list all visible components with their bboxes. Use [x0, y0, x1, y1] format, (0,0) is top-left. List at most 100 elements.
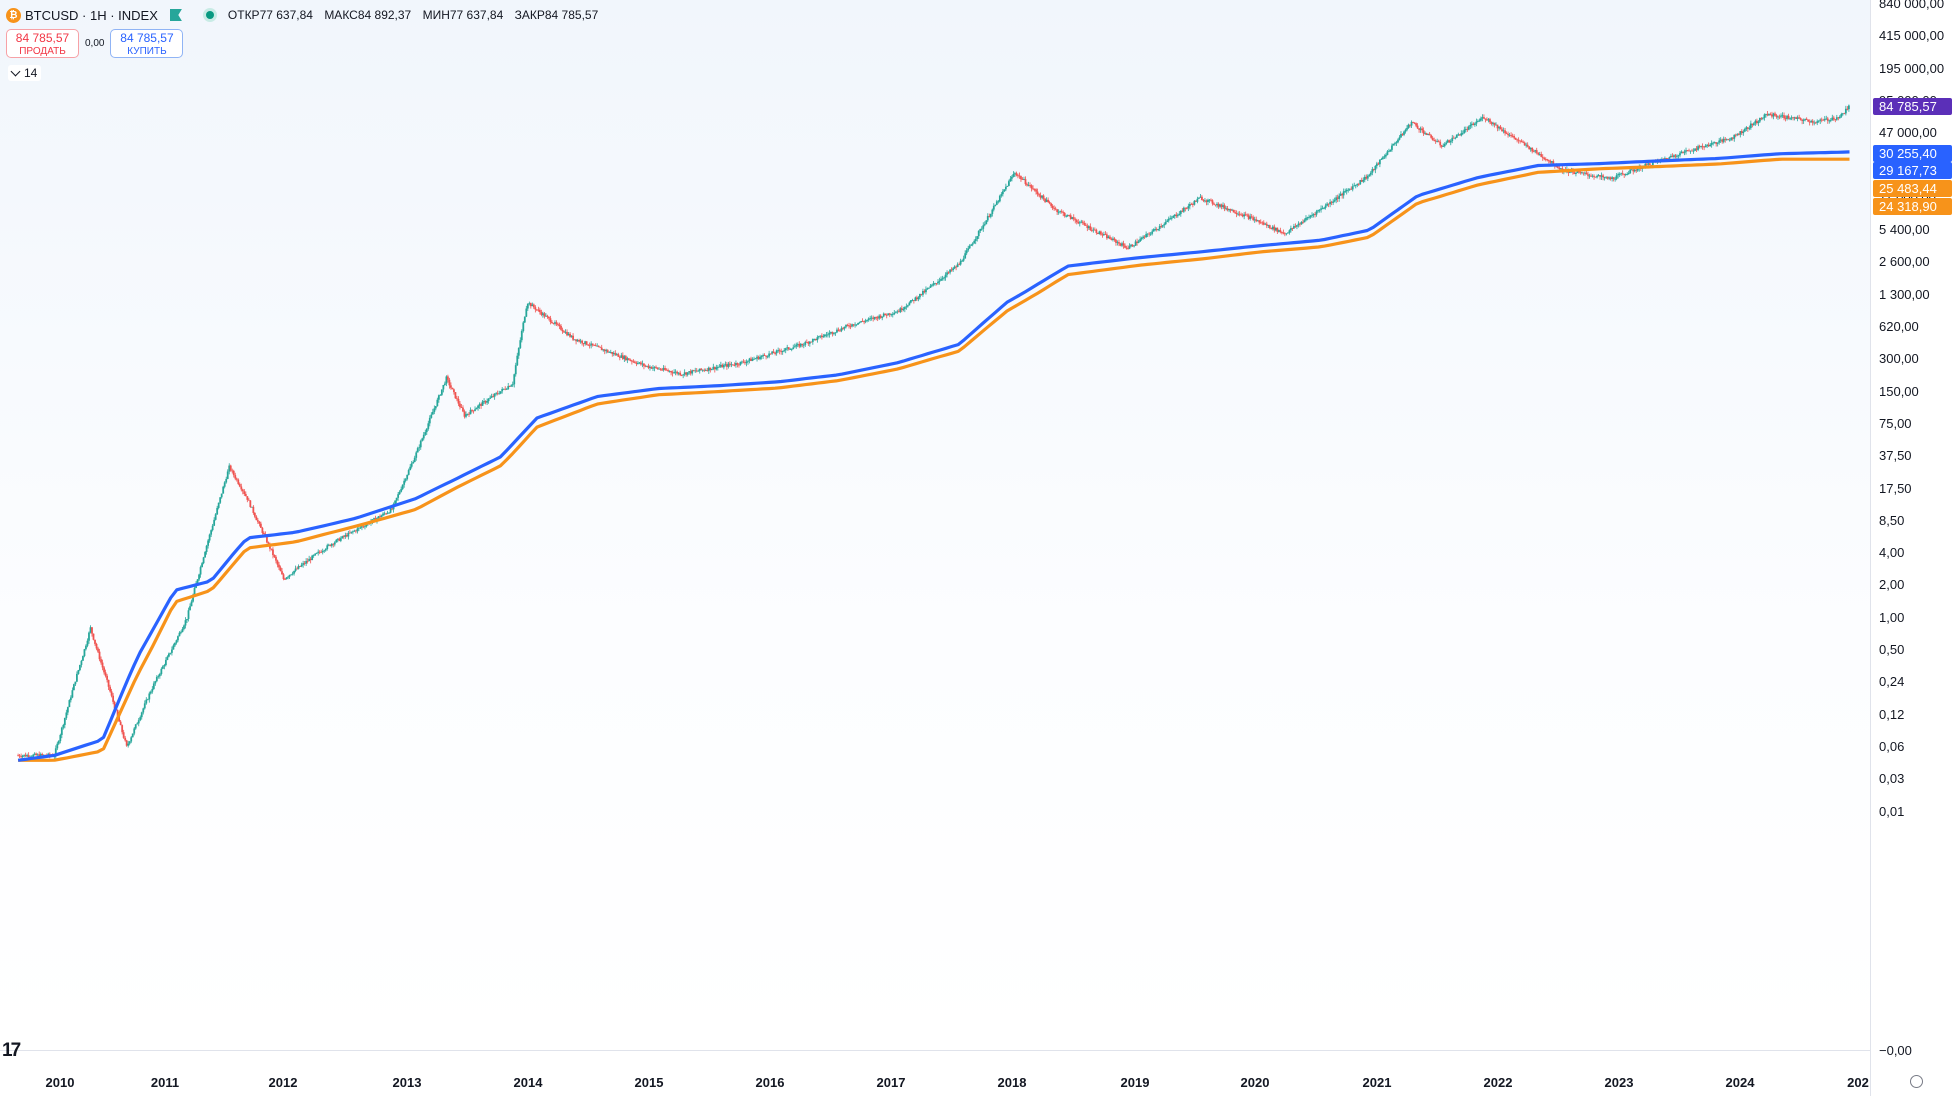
candle-body: [1375, 163, 1378, 166]
candle-body: [1205, 200, 1208, 202]
candle-body: [1199, 196, 1202, 198]
candle-body: [1834, 119, 1837, 121]
candle-body: [1350, 188, 1353, 190]
candle-body: [596, 345, 599, 347]
candle-body: [1014, 173, 1016, 175]
candle-body: [166, 656, 169, 660]
buy-button[interactable]: 84 785,57 КУПИТЬ: [110, 29, 184, 58]
indicator-toggle[interactable]: 14: [8, 65, 42, 81]
candle-body: [1498, 126, 1500, 129]
candle-body: [175, 640, 178, 643]
candle-body: [926, 288, 929, 290]
candle-body: [1173, 214, 1176, 216]
candle-body: [587, 344, 590, 346]
candle-body: [1493, 122, 1496, 125]
candle-body: [713, 366, 716, 370]
candle-body: [1606, 176, 1609, 179]
candle-body: [811, 339, 814, 342]
candle-body: [879, 315, 882, 318]
candle-body: [1559, 168, 1562, 170]
candle-body: [189, 606, 191, 611]
candle-body: [110, 691, 113, 696]
candle-body: [808, 341, 811, 344]
candle-body: [1069, 215, 1072, 219]
candle-body: [575, 339, 577, 342]
candle-body: [181, 628, 184, 633]
candle-body: [294, 568, 297, 571]
candle-body: [1265, 223, 1268, 226]
candle-body: [1415, 123, 1417, 126]
price-tag[interactable]: 30 255,40: [1873, 145, 1952, 162]
candle-body: [555, 322, 558, 325]
candle-body: [1274, 227, 1277, 231]
candle-body: [318, 551, 321, 553]
candle-body: [632, 361, 635, 363]
candle-body: [624, 356, 627, 361]
candle-body: [1366, 175, 1369, 179]
candle-body: [1344, 191, 1347, 193]
candle-body: [1315, 211, 1318, 215]
sell-button[interactable]: 84 785,57 ПРОДАТЬ: [6, 29, 79, 58]
price-plot[interactable]: [0, 0, 1870, 1050]
candle-body: [329, 544, 332, 546]
candle-body: [1609, 177, 1612, 180]
candle-body: [178, 632, 181, 637]
candle-body: [807, 342, 810, 344]
candle-body: [361, 526, 363, 528]
candle-body: [810, 341, 813, 343]
time-label: 2017: [876, 1075, 906, 1090]
candle-body: [1252, 217, 1255, 220]
candle-body: [243, 491, 246, 494]
candle-body: [649, 366, 651, 368]
candle-body: [1727, 139, 1730, 141]
candle-body: [1231, 209, 1233, 211]
price-tag[interactable]: 84 785,57: [1873, 98, 1952, 115]
candle-body: [1664, 158, 1666, 159]
price-tag[interactable]: 25 483,44: [1873, 180, 1952, 197]
candle-body: [917, 297, 920, 300]
candle-body: [526, 303, 529, 309]
candle-body: [1262, 222, 1265, 225]
price-tag[interactable]: 29 167,73: [1873, 162, 1952, 179]
candle-body: [208, 534, 211, 541]
candle-body: [1783, 115, 1785, 119]
candle-body: [190, 601, 193, 607]
candle-body: [1716, 142, 1719, 144]
lower-band-line[interactable]: [18, 157, 1850, 762]
candle-body: [1280, 232, 1283, 233]
candles[interactable]: [17, 104, 1850, 761]
candle-body: [670, 371, 672, 373]
candle-body: [1543, 157, 1546, 160]
candle-body: [389, 508, 392, 513]
price-tick-label: 1 300,00: [1879, 286, 1930, 302]
symbol-title[interactable]: BTCUSD · 1H · INDEX: [25, 7, 158, 23]
candle-body: [703, 369, 706, 371]
upper-band-line[interactable]: [17, 150, 1850, 762]
market-status-icon[interactable]: [205, 11, 214, 19]
chart-pane[interactable]: [0, 0, 1870, 1050]
price-tag[interactable]: 24 318,90: [1873, 198, 1952, 215]
candle-body: [486, 401, 489, 403]
time-axis[interactable]: 2010 2011 2012 2013 2014 2015 2016 2017 2018 2019…: [0, 1050, 1870, 1097]
candle-body: [1712, 142, 1715, 144]
candle-body: [462, 407, 464, 412]
candle-body: [520, 330, 523, 341]
candle-body: [133, 728, 136, 734]
candle-body: [662, 368, 665, 370]
settings-icon[interactable]: [1910, 1075, 1923, 1088]
candle-body: [71, 690, 74, 698]
candle-body: [906, 305, 909, 307]
tradingview-logo[interactable]: 17: [2, 1040, 21, 1061]
candle-body: [1499, 126, 1502, 130]
candle-body: [171, 649, 173, 653]
flag-icon[interactable]: [169, 9, 182, 21]
candle-body: [644, 365, 647, 367]
candle-body: [1140, 238, 1143, 240]
candle-body: [373, 518, 375, 520]
candle-body: [1032, 188, 1034, 190]
candle-body: [938, 280, 941, 282]
candle-body: [1202, 200, 1205, 201]
candle-body: [1164, 221, 1167, 225]
candle-body: [682, 374, 685, 376]
